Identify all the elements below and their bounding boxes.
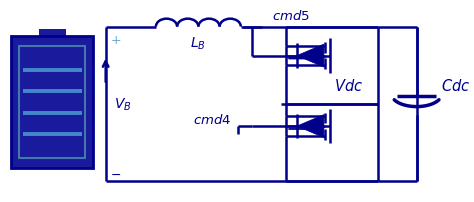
Polygon shape xyxy=(297,115,324,138)
Text: $Cdc$: $Cdc$ xyxy=(441,77,470,93)
Text: $V_B$: $V_B$ xyxy=(114,96,132,113)
Text: $+$: $+$ xyxy=(109,34,121,46)
Text: $Vdc$: $Vdc$ xyxy=(335,77,364,93)
Text: $-$: $-$ xyxy=(109,167,121,180)
Polygon shape xyxy=(297,45,324,68)
Text: $L_B$: $L_B$ xyxy=(191,36,206,52)
Text: $cmd5$: $cmd5$ xyxy=(272,9,310,23)
FancyBboxPatch shape xyxy=(19,47,85,158)
FancyBboxPatch shape xyxy=(11,37,93,168)
Text: $cmd4$: $cmd4$ xyxy=(193,113,231,127)
FancyBboxPatch shape xyxy=(38,29,65,37)
